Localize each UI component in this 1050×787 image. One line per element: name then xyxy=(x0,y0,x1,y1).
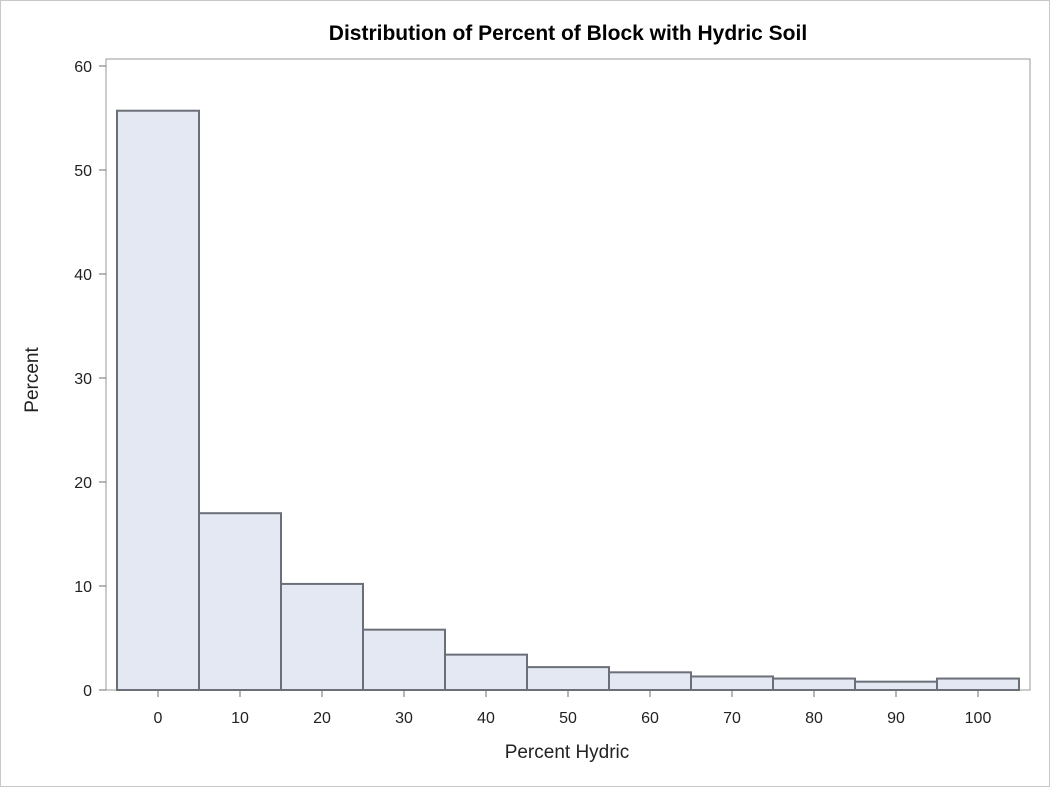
y-tick-label: 60 xyxy=(74,59,92,76)
x-tick-label: 60 xyxy=(641,710,659,727)
histogram-bar xyxy=(362,628,446,691)
histogram-bar xyxy=(854,680,938,691)
histogram-bar xyxy=(280,582,364,691)
bars-group xyxy=(116,109,1020,692)
x-tick-label: 80 xyxy=(805,710,823,727)
y-tick-label: 40 xyxy=(74,267,92,284)
y-tick-label: 50 xyxy=(74,163,92,180)
y-axis-label: Percent xyxy=(22,347,43,413)
histogram-bar xyxy=(772,677,856,691)
y-tick-label: 0 xyxy=(83,683,92,700)
y-tick-label: 10 xyxy=(74,579,92,596)
y-tick-label: 20 xyxy=(74,475,92,492)
x-tick-label: 70 xyxy=(723,710,741,727)
x-tick-label: 50 xyxy=(559,710,577,727)
histogram-bar xyxy=(198,512,282,692)
histogram-bar xyxy=(690,675,774,691)
histogram-bar xyxy=(526,666,610,691)
x-tick-label: 30 xyxy=(395,710,413,727)
histogram-bar xyxy=(116,109,200,692)
x-tick-label: 20 xyxy=(313,710,331,727)
x-tick-label: 40 xyxy=(477,710,495,727)
y-tick-label: 30 xyxy=(74,371,92,388)
x-tick-label: 10 xyxy=(231,710,249,727)
histogram-bar xyxy=(936,677,1020,691)
y-axis: 0 10 20 30 40 50 60 xyxy=(74,59,106,700)
chart-title: Distribution of Percent of Block with Hy… xyxy=(329,22,807,45)
x-axis: 0 10 20 30 40 50 60 70 80 90 100 xyxy=(154,690,992,727)
x-axis-label: Percent Hydric xyxy=(505,742,630,763)
x-tick-label: 100 xyxy=(965,710,992,727)
histogram-bar xyxy=(608,671,692,692)
x-tick-label: 0 xyxy=(154,710,163,727)
histogram-bar xyxy=(444,653,528,692)
x-tick-label: 90 xyxy=(887,710,905,727)
